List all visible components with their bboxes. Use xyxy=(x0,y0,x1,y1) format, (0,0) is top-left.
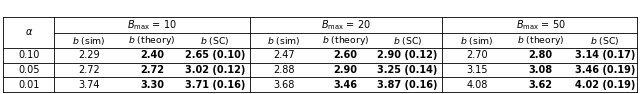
Text: 2.80: 2.80 xyxy=(529,50,553,60)
Text: 2.70: 2.70 xyxy=(466,50,488,60)
Text: 3.25 (0.14): 3.25 (0.14) xyxy=(377,65,438,75)
Text: $b$ (SC): $b$ (SC) xyxy=(200,35,230,47)
Text: 2.60: 2.60 xyxy=(333,50,358,60)
Text: 3.74: 3.74 xyxy=(78,80,100,90)
Text: $b$ (sim): $b$ (sim) xyxy=(267,35,301,47)
Text: 2.40: 2.40 xyxy=(140,50,164,60)
Text: $b$ (SC): $b$ (SC) xyxy=(590,35,620,47)
Text: $b$ (sim): $b$ (sim) xyxy=(460,35,493,47)
Text: 3.46: 3.46 xyxy=(333,80,358,90)
Text: 3.68: 3.68 xyxy=(273,80,294,90)
Text: 3.71 (0.16): 3.71 (0.16) xyxy=(185,80,245,90)
Text: $\alpha$: $\alpha$ xyxy=(25,27,33,37)
Text: 3.14 (0.17): 3.14 (0.17) xyxy=(575,50,635,60)
Text: 0.10: 0.10 xyxy=(18,50,40,60)
Text: 2.88: 2.88 xyxy=(273,65,294,75)
Text: 2.47: 2.47 xyxy=(273,50,294,60)
Text: 2.29: 2.29 xyxy=(78,50,100,60)
Text: 0.01: 0.01 xyxy=(18,80,40,90)
Text: $B_{\max}$ = 50: $B_{\max}$ = 50 xyxy=(516,18,566,32)
Text: $b$ (theory): $b$ (theory) xyxy=(322,34,369,47)
Text: 3.87 (0.16): 3.87 (0.16) xyxy=(377,80,438,90)
Text: 2.65 (0.10): 2.65 (0.10) xyxy=(185,50,245,60)
Text: $b$ (theory): $b$ (theory) xyxy=(129,34,175,47)
Text: 3.62: 3.62 xyxy=(529,80,553,90)
Text: 3.30: 3.30 xyxy=(140,80,164,90)
Text: 2.72: 2.72 xyxy=(140,65,164,75)
Text: $b$ (theory): $b$ (theory) xyxy=(517,34,564,47)
Text: $b$ (sim): $b$ (sim) xyxy=(72,35,106,47)
Text: 3.15: 3.15 xyxy=(466,65,488,75)
Text: 3.46 (0.19): 3.46 (0.19) xyxy=(575,65,635,75)
Text: 2.90 (0.12): 2.90 (0.12) xyxy=(377,50,438,60)
Text: 2.72: 2.72 xyxy=(78,65,100,75)
Text: 2.90: 2.90 xyxy=(333,65,358,75)
Text: 0.05: 0.05 xyxy=(18,65,40,75)
Text: $B_{\max}$ = 10: $B_{\max}$ = 10 xyxy=(127,18,177,32)
Text: $b$ (SC): $b$ (SC) xyxy=(393,35,422,47)
Text: 3.02 (0.12): 3.02 (0.12) xyxy=(185,65,245,75)
Text: $B_{\max}$ = 20: $B_{\max}$ = 20 xyxy=(321,18,371,32)
Text: 4.08: 4.08 xyxy=(466,80,488,90)
Text: 3.08: 3.08 xyxy=(529,65,553,75)
Text: 4.02 (0.19): 4.02 (0.19) xyxy=(575,80,635,90)
